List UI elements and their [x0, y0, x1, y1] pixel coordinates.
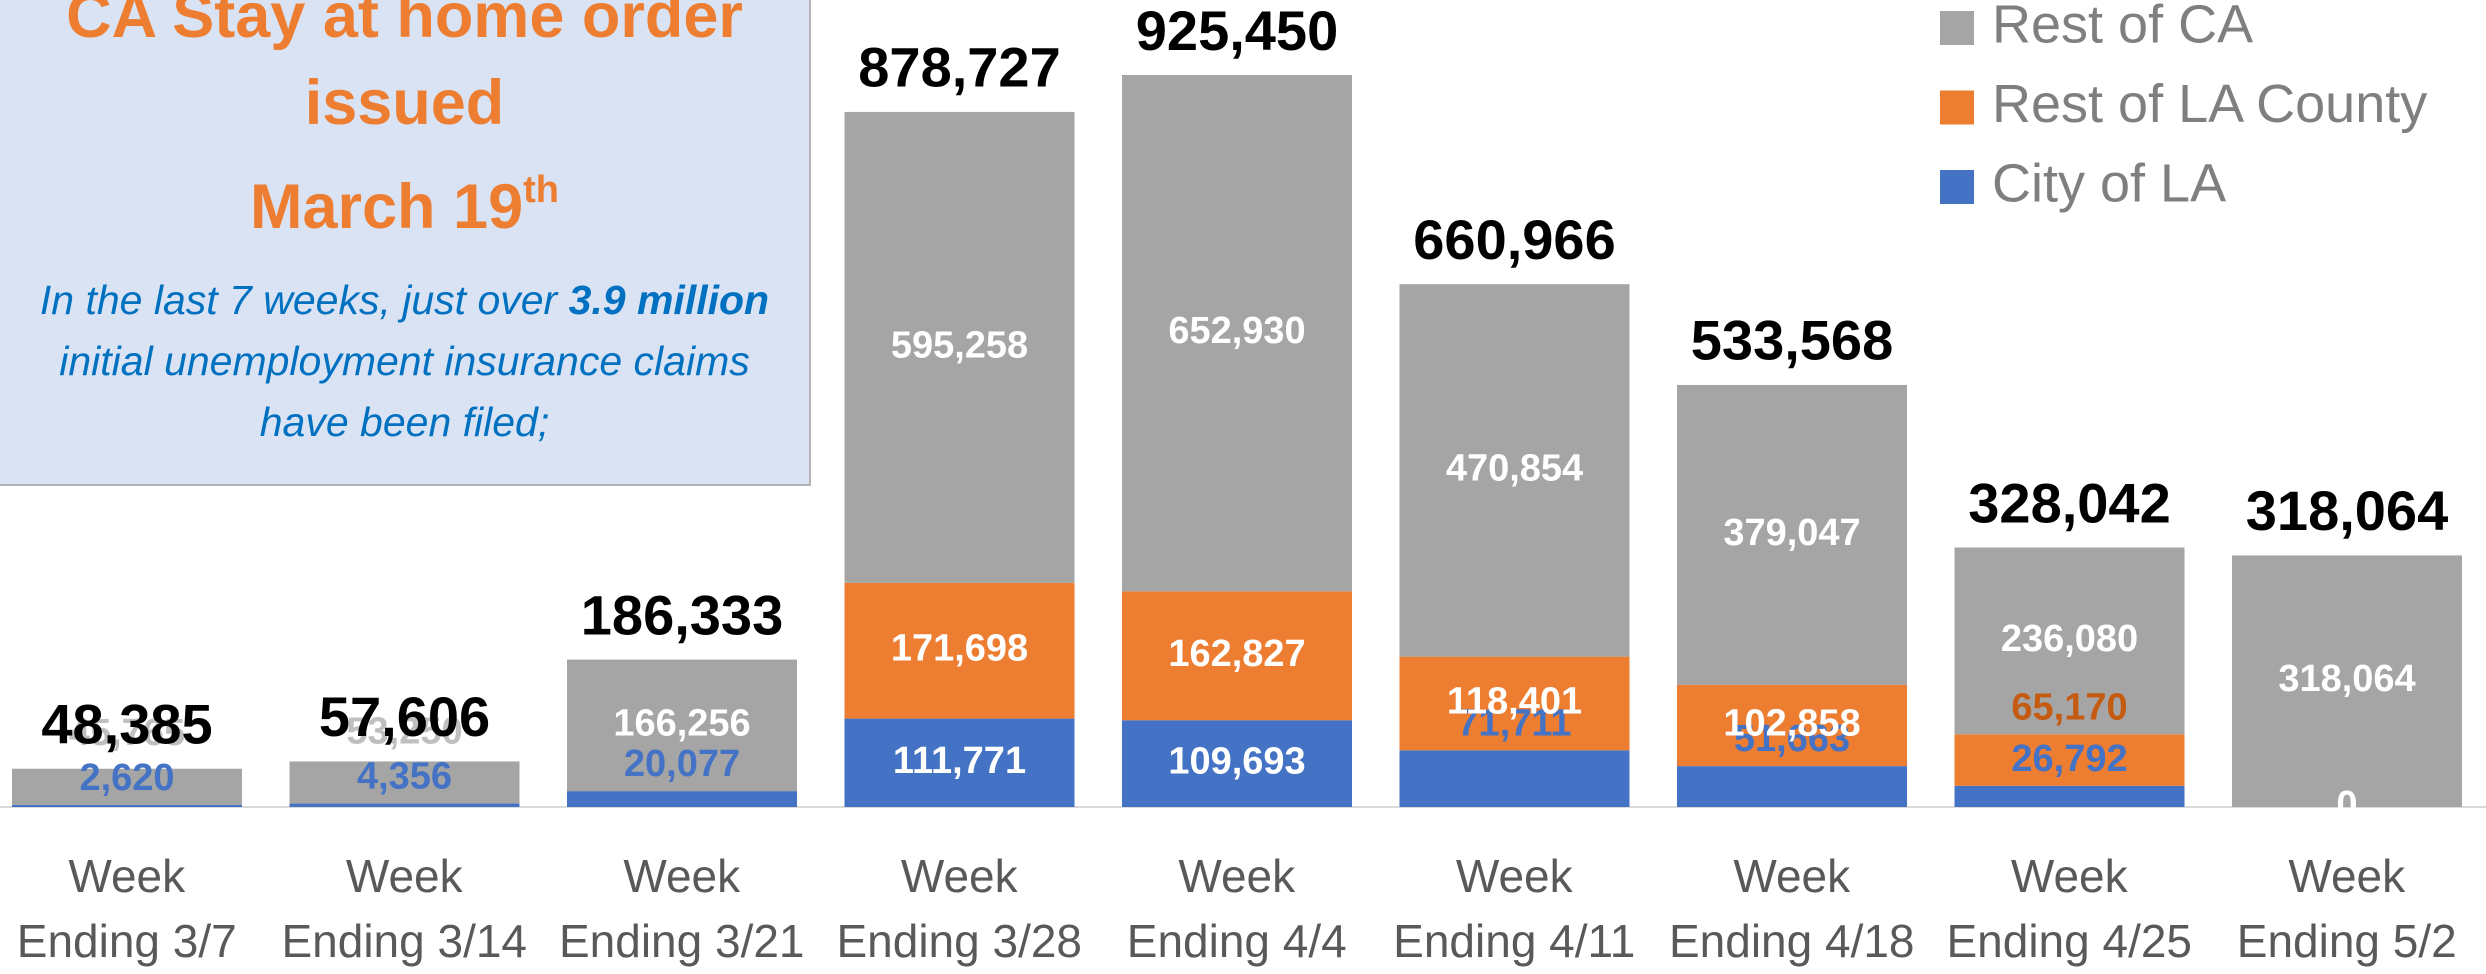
segment-label: 0: [2336, 784, 2357, 826]
legend-label: City of LA: [1992, 153, 2226, 213]
total-label: 57,606: [319, 685, 490, 748]
bar-segment: [1677, 684, 1907, 767]
annotation-emphasis: 3.9 million: [568, 277, 770, 323]
annotation-text: In the last 7 weeks, just over: [39, 277, 569, 323]
legend-label: Rest of LA County: [1992, 74, 2427, 134]
bar-segment: [1122, 720, 1352, 807]
legend-swatch: [1940, 90, 1974, 125]
segment-label: 652,930: [1168, 310, 1305, 352]
x-tick-label: Week Ending 3/14: [281, 850, 528, 967]
segment-label: 318,064: [2278, 658, 2415, 700]
segment-label: 65,170: [2011, 686, 2127, 728]
bar-segment: [12, 768, 242, 805]
segment-label: 236,080: [2001, 618, 2138, 660]
segment-label: 51,663: [1734, 718, 1850, 760]
bar-segment: [844, 582, 1075, 719]
segment-label: 20,077: [624, 743, 740, 785]
segment-label: 45,765: [69, 712, 185, 754]
total-label: 878,727: [858, 36, 1060, 99]
x-tick-label: Week Ending 3/28: [836, 850, 1083, 967]
annotation-date: March 19th: [0, 154, 809, 243]
x-tick-label: Week Ending 4/4: [1126, 850, 1347, 967]
segment-label: 595,258: [891, 324, 1028, 366]
segment-label: 71,711: [1457, 702, 1571, 744]
annotation-date-text: March 19: [249, 172, 524, 242]
annotation-heading: CA Stay at home order: [66, 0, 743, 51]
bar-segment: [1122, 591, 1352, 721]
bar-segment: [1399, 656, 1630, 751]
bar-segment: [567, 791, 797, 807]
bar-segment: [1677, 384, 1907, 685]
x-tick-label: Week Ending 4/25: [1946, 850, 2193, 967]
annotation-body: In the last 7 weeks, just over 3.9 milli…: [0, 270, 809, 453]
bar-segment: [1399, 284, 1630, 657]
legend-swatch: [1940, 170, 1974, 204]
total-label: 660,966: [1413, 208, 1615, 271]
x-tick-label: Week Ending 3/7: [16, 850, 237, 967]
bar-segment: [12, 804, 242, 807]
segment-label: 53,250: [346, 711, 462, 753]
bar-segment: [289, 761, 520, 804]
x-tick-label: Week Ending 5/2: [2236, 850, 2457, 967]
segment-label: 4,356: [357, 756, 452, 798]
annotation-heading: issued: [304, 68, 505, 138]
segment-label: 26,792: [2011, 738, 2127, 780]
total-label: 318,064: [2246, 479, 2448, 542]
segment-label: 166,256: [613, 702, 750, 744]
segment-label: 470,854: [1446, 447, 1583, 489]
bar-segment: [1954, 734, 2185, 786]
segment-label: 2,620: [79, 757, 174, 799]
bar-segment: [1122, 74, 1352, 592]
x-tick-label: Week Ending 4/11: [1393, 850, 1636, 967]
bar-segment: [567, 659, 797, 792]
bar-segment: [1677, 766, 1907, 807]
segment-label: 162,827: [1168, 633, 1305, 675]
total-label: 48,385: [41, 693, 212, 756]
bar-segment: [1954, 785, 2185, 807]
total-label: 328,042: [1968, 471, 2170, 534]
bar-segment: [1954, 547, 2185, 735]
x-tick-label: Week Ending 3/21: [558, 850, 805, 967]
annotation-box: CA Stay at home order issued March 19th …: [0, 0, 811, 486]
annotation-text: initial unemployment insurance claims ha…: [59, 338, 750, 445]
legend-swatch: [1940, 11, 1974, 45]
segment-label: 379,047: [1723, 512, 1860, 554]
bar-segment: [2232, 555, 2462, 807]
bar-segment: [844, 111, 1075, 583]
total-label: 186,333: [581, 583, 783, 646]
segment-label: 118,401: [1447, 680, 1582, 722]
annotation-date-sup: th: [523, 169, 559, 211]
segment-label: 171,698: [891, 628, 1028, 670]
bar-segment: [1399, 750, 1630, 807]
segment-label: 102,858: [1723, 702, 1860, 744]
bar-segment: [844, 718, 1075, 807]
segment-label: 111,771: [893, 740, 1026, 782]
legend-label: Rest of CA: [1992, 0, 2253, 54]
bar-segment: [289, 803, 520, 807]
total-label: 533,568: [1691, 309, 1893, 372]
total-label: 925,450: [1136, 0, 1338, 62]
x-tick-label: Week Ending 4/18: [1668, 850, 1915, 967]
segment-label: 109,693: [1168, 741, 1305, 783]
